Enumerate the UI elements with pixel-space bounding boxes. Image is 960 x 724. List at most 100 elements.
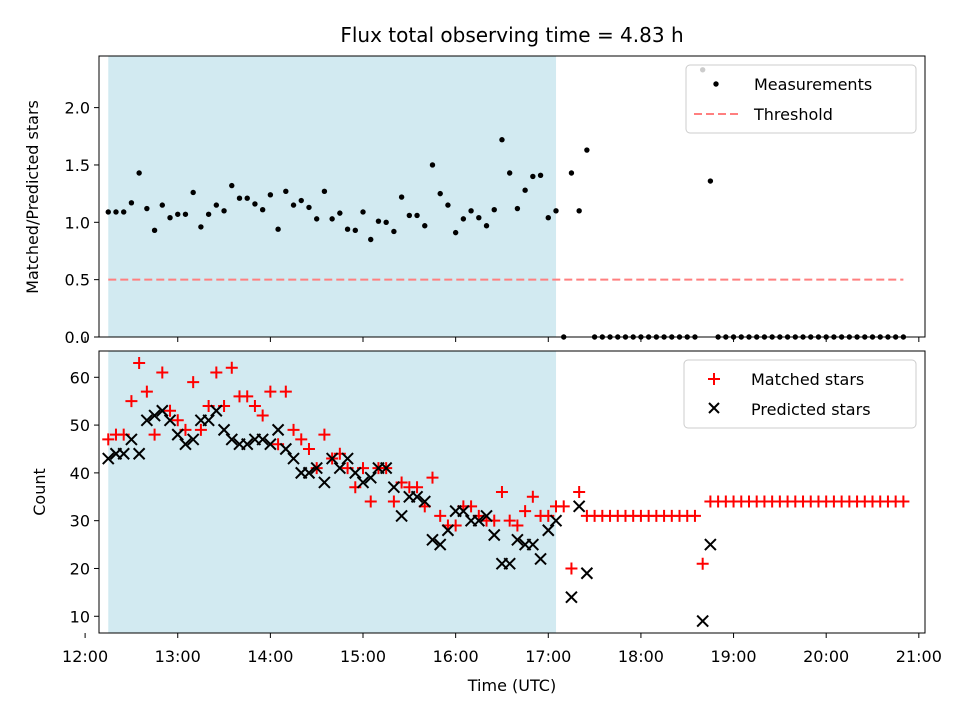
top-panel: 0.00.51.01.52.0 Matched/Predicted stars …: [23, 55, 926, 347]
measurement-point: [468, 208, 474, 214]
predicted-star-point: [433, 538, 447, 551]
top-y-axis-label: Matched/Predicted stars: [23, 100, 42, 294]
measurement-point: [136, 170, 142, 176]
predicted-star-point: [287, 452, 300, 465]
measurement-point: [514, 205, 521, 212]
matched-star-point: [503, 514, 516, 527]
predicted-star-point: [542, 524, 555, 537]
bottom-legend: Matched stars Predicted stars: [683, 359, 917, 429]
matched-star-point: [573, 486, 586, 498]
matched-star-point: [210, 366, 223, 379]
matched-star-point: [279, 385, 292, 398]
bottom-y-axis-label: Count: [30, 468, 49, 516]
predicted-star-point: [186, 433, 200, 446]
measurement-point: [267, 192, 274, 198]
matched-star-point: [302, 442, 315, 455]
predicted-star-point: [202, 414, 215, 427]
measurement-point: [406, 212, 413, 219]
top-y-tick-label: 1.0: [65, 213, 90, 232]
matched-star-point: [318, 428, 331, 441]
matched-star-point: [511, 519, 524, 532]
x-axis-label: Time (UTC): [467, 676, 556, 695]
measurement-point: [221, 208, 227, 214]
measurement-point: [707, 178, 714, 184]
matched-star-point: [225, 361, 238, 374]
measurements-layer: [105, 67, 907, 340]
matched-star-point: [897, 495, 910, 508]
measurement-point: [422, 223, 428, 229]
bottom-y-tick-label: 60: [70, 368, 90, 387]
x-tick-label: 12:00: [62, 647, 108, 666]
predicted-star-point: [511, 533, 524, 547]
x-tick-label: 13:00: [155, 647, 201, 666]
measurement-point: [360, 209, 366, 215]
measurement-point: [283, 188, 289, 195]
measurement-point: [121, 209, 127, 215]
measurement-point: [568, 170, 575, 176]
bottom-y-tick-label: 20: [70, 559, 90, 578]
measurement-point: [105, 209, 111, 215]
chart-title: Flux total observing time = 4.83 h: [340, 23, 683, 47]
bottom-shaded-region: [108, 351, 557, 633]
measurement-point: [576, 208, 582, 214]
predicted-star-point: [472, 514, 486, 527]
predicted-star-point: [341, 452, 354, 465]
measurement-point: [236, 195, 243, 201]
bottom-panel: 10 20 30 40 50 60 12:00 13:00 14:00 15:00 16:00 17:…: [30, 350, 942, 695]
predicted-star-point: [410, 490, 424, 503]
measurement-point: [584, 147, 590, 153]
measurement-point: [329, 216, 335, 222]
legend-measurements-marker: [713, 81, 719, 87]
matched-star-point: [248, 399, 261, 412]
predicted-star-point: [271, 423, 285, 437]
predicted-star-point: [395, 509, 408, 523]
matched-star-point: [156, 366, 169, 379]
predicted-star-point: [210, 404, 223, 417]
predicted-star-point: [241, 437, 254, 451]
measurement-point: [337, 210, 343, 216]
measurement-point: [383, 219, 389, 226]
predicted-star-point: [140, 414, 154, 427]
matched-star-point: [194, 423, 207, 436]
predicted-star-point: [163, 414, 177, 427]
measurement-point: [499, 137, 505, 143]
predicted-star-point: [418, 495, 431, 508]
predicted-star-point: [318, 476, 331, 489]
measurement-point: [537, 172, 544, 178]
measurement-point: [321, 188, 328, 195]
matched-star-point: [264, 385, 277, 398]
legend-predicted-label: Predicted stars: [751, 400, 871, 419]
top-shaded-interval: [108, 56, 557, 337]
bottom-plot-frame: [98, 350, 926, 634]
top-axes: 0.0 0.5 1.0 1.5 2.0: [65, 55, 926, 347]
matched-star-point: [295, 433, 308, 446]
measurement-point: [398, 194, 405, 200]
measurement-point: [445, 202, 451, 208]
top-plot-frame: [98, 55, 926, 338]
matched-star-point: [519, 505, 532, 518]
measurement-point: [113, 209, 119, 215]
measurement-point: [375, 218, 382, 224]
predicted-star-point: [325, 452, 339, 465]
matched-star-point: [434, 509, 447, 522]
matched-star-point: [187, 376, 200, 389]
measurement-point: [553, 208, 559, 214]
predicted-star-point: [102, 452, 115, 465]
predicted-star-point: [580, 567, 594, 580]
measurement-point: [391, 228, 397, 235]
predicted-star-point: [217, 423, 231, 437]
measurement-point: [198, 224, 204, 230]
matched-star-point: [495, 486, 508, 498]
predicted-star-point: [534, 552, 547, 566]
predicted-star-point: [387, 481, 401, 494]
predicted-star-point: [125, 433, 138, 446]
measurement-point: [144, 205, 150, 212]
predicted-star-point: [225, 433, 238, 446]
predicted-star-point: [364, 471, 377, 484]
predicted-star-point: [256, 433, 269, 446]
bottom-y-tick-label: 40: [70, 464, 90, 483]
measurement-point: [429, 162, 436, 168]
measurement-point: [128, 200, 135, 206]
top-legend: Measurements Threshold: [685, 64, 917, 134]
top-y-tick-label: 0.0: [65, 328, 90, 347]
